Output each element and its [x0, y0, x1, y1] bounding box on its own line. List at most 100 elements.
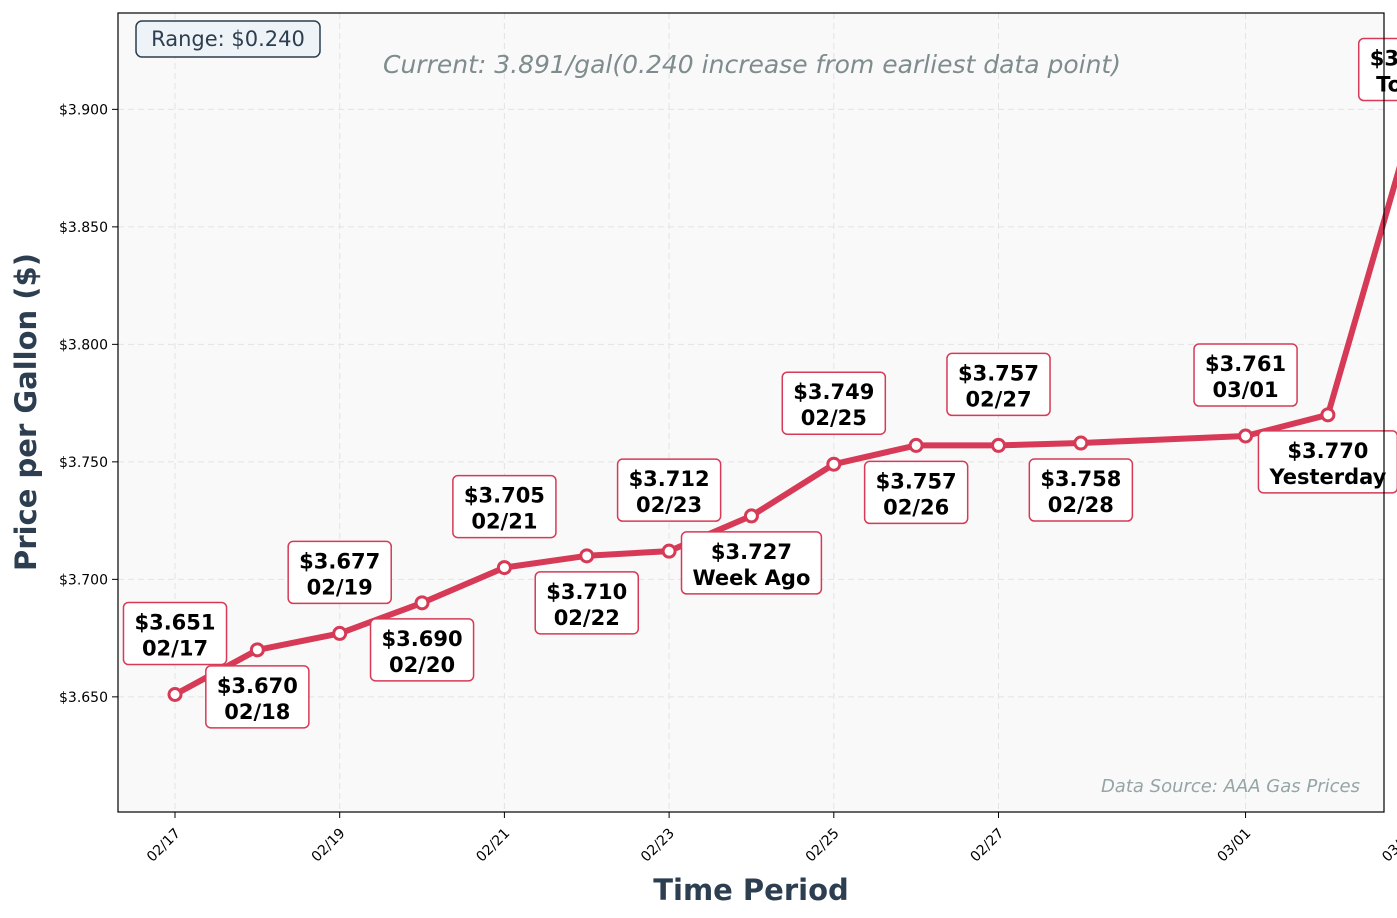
x-tick-label: 02/27	[967, 826, 1007, 866]
data-label-box	[863, 460, 969, 525]
data-label-tag: 02/18	[224, 700, 290, 724]
y-tick-label: $3.800	[59, 337, 108, 353]
y-tick-label: $3.650	[59, 690, 108, 706]
y-tick-label: $3.850	[59, 220, 108, 236]
range-box: Range: $0.240	[135, 20, 321, 58]
data-label-box	[287, 540, 392, 605]
x-axis: 02/17 02/19 02/21 02/23 02/25 02/27 03/01 03/03	[144, 812, 1397, 865]
data-label-tag: Yesterday	[1268, 465, 1386, 489]
data-label-tag: 02/19	[307, 575, 373, 599]
data-point	[249, 642, 265, 658]
data-label-box	[1257, 430, 1397, 494]
x-tick-label: 02/23	[638, 826, 678, 866]
data-label-price: $3.757	[876, 469, 957, 493]
data-label-price: $3.710	[546, 580, 627, 604]
data-label-box	[1193, 343, 1298, 407]
data-label-price: $3.761	[1205, 352, 1286, 376]
data-point	[1238, 428, 1254, 444]
data-label-price: $3.651	[134, 611, 215, 635]
data-point	[826, 456, 842, 472]
data-label-tag: Today	[1376, 73, 1397, 97]
chart-subtitle: Current: 3.891/gal(0.240 increase from e…	[383, 50, 1121, 79]
x-tick-label: 02/17	[144, 826, 184, 866]
data-label-price: $3.749	[793, 380, 874, 404]
data-point	[908, 437, 924, 453]
data-label-box	[1357, 37, 1397, 102]
data-point	[414, 595, 430, 611]
x-tick-label: 02/19	[309, 826, 349, 866]
y-axis: $3.650 $3.700 $3.750 $3.800 $3.850 $3.900	[59, 102, 118, 706]
data-label: $3.891Today	[1357, 37, 1397, 102]
data-label-box	[946, 352, 1051, 417]
data-point	[661, 543, 677, 559]
data-point	[743, 508, 759, 524]
data-label-tag: 02/26	[883, 495, 949, 519]
data-point	[1320, 407, 1336, 423]
data-label-tag: 02/22	[554, 606, 620, 630]
data-label-tag: 02/20	[389, 653, 455, 677]
data-label-tag: 02/17	[142, 637, 208, 661]
data-label-tag: 02/28	[1048, 493, 1114, 517]
y-axis-title: Price per Gallon ($)	[9, 253, 43, 571]
data-label-price: $3.690	[382, 627, 463, 651]
data-label-tag: 02/25	[801, 406, 867, 430]
data-label-tag: 02/27	[965, 387, 1031, 411]
x-tick-label: 03/03	[1379, 826, 1397, 866]
data-label-box	[616, 458, 722, 522]
y-tick-label: $3.700	[59, 572, 108, 588]
data-label-box	[1028, 458, 1134, 522]
data-label-tag: 02/21	[471, 510, 537, 534]
data-label-price: $3.677	[299, 549, 380, 573]
data-label-tag: 03/01	[1212, 378, 1278, 402]
x-tick-label: 02/25	[803, 826, 843, 866]
data-label-tag: 02/23	[636, 493, 702, 517]
data-point	[579, 548, 595, 564]
x-tick-label: 03/01	[1215, 826, 1255, 866]
y-tick-label: $3.900	[59, 102, 108, 118]
data-label-price: $3.891	[1370, 47, 1397, 71]
plot-area	[118, 13, 1384, 812]
data-point	[332, 625, 348, 641]
data-label-box	[369, 618, 475, 682]
data-label-box	[680, 531, 823, 595]
data-label-box	[122, 601, 228, 666]
data-labels: $3.65102/17$3.67002/18$3.67702/19$3.6900…	[122, 37, 1397, 729]
y-tick-label: $3.750	[59, 455, 108, 471]
data-source-note: Data Source: AAA Gas Prices	[1101, 776, 1360, 797]
data-point	[167, 687, 183, 702]
plot-frame	[117, 12, 1385, 813]
data-point	[991, 437, 1006, 453]
data-label-price: $3.770	[1287, 439, 1368, 463]
data-label-price: $3.758	[1040, 467, 1121, 491]
data-label-price: $3.757	[958, 361, 1039, 385]
data-label-box	[452, 474, 557, 539]
x-tick-label: 02/21	[473, 826, 513, 866]
data-label-price: $3.712	[629, 467, 710, 491]
data-label-box	[205, 665, 310, 729]
data-label-price: $3.670	[217, 674, 298, 698]
data-points	[167, 407, 1336, 702]
data-point	[1073, 435, 1089, 451]
data-label-price: $3.705	[464, 484, 545, 508]
data-point	[496, 560, 512, 576]
x-axis-title: Time Period	[653, 873, 849, 907]
data-label-box	[781, 371, 887, 435]
data-label-box	[534, 571, 640, 635]
data-label-tag: Week Ago	[693, 566, 811, 590]
data-label-price: $3.727	[711, 540, 792, 564]
